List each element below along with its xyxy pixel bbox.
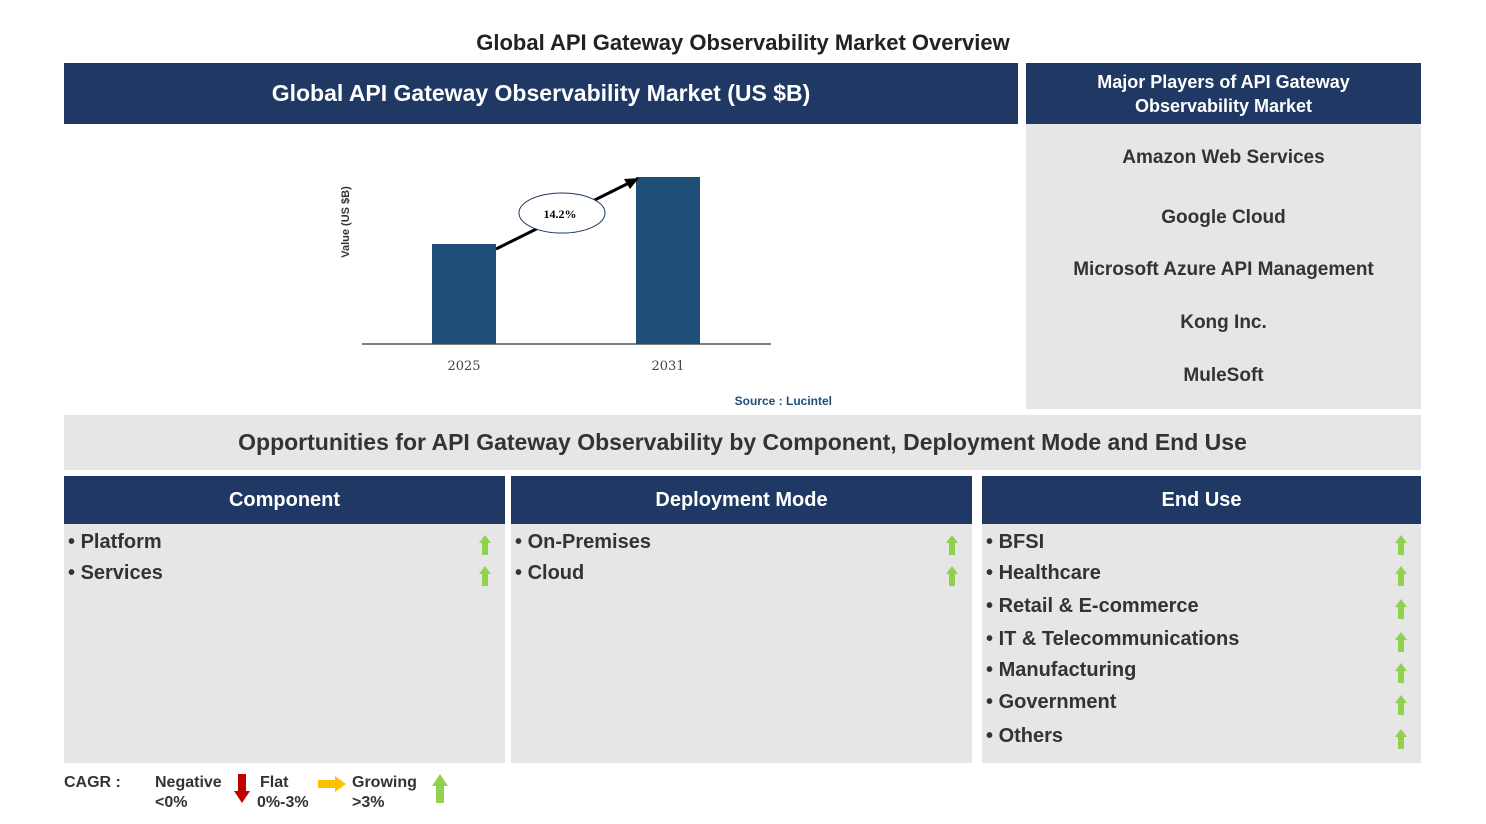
segment-item-label: Manufacturing bbox=[998, 659, 1137, 681]
x-tick-label: 2031 bbox=[651, 359, 684, 374]
page-title: Global API Gateway Observability Market … bbox=[476, 30, 1010, 55]
segment-item: • Healthcare bbox=[986, 562, 1101, 584]
source-label: Source : Lucintel bbox=[735, 394, 832, 408]
growing-arrow-icon bbox=[479, 566, 491, 586]
segment-list: • On-Premises • Cloud bbox=[511, 524, 972, 763]
segment-item: • Others bbox=[986, 725, 1064, 747]
player: Microsoft Azure API Management bbox=[1073, 259, 1374, 280]
legend-cagr-label: CAGR : bbox=[64, 774, 121, 791]
legend-flat-label: Flat bbox=[260, 774, 289, 791]
segment-item-label: Cloud bbox=[527, 562, 585, 584]
segment-header: Deployment Mode bbox=[511, 476, 972, 524]
segment-item-label: Services bbox=[80, 562, 163, 584]
segment-item: • BFSI bbox=[986, 531, 1045, 553]
legend-negative-label: Negative bbox=[155, 774, 222, 791]
player: Amazon Web Services bbox=[1122, 147, 1325, 168]
segment-item: • On-Premises bbox=[515, 531, 651, 553]
market-header: Global API Gateway Observability Market … bbox=[64, 63, 1018, 124]
x-tick-label: 2025 bbox=[447, 359, 480, 374]
growing-arrow-icon bbox=[946, 535, 958, 555]
legend-negative-range: <0% bbox=[155, 794, 188, 811]
segment-item-label: BFSI bbox=[998, 531, 1045, 553]
segment-item-label: Others bbox=[998, 725, 1064, 747]
legend-negative: Negative <0% bbox=[155, 773, 222, 813]
growing-arrow-icon bbox=[1395, 695, 1407, 715]
segment-header: Component bbox=[64, 476, 505, 524]
legend-growing-range: >3% bbox=[352, 794, 385, 811]
opportunities-title: Opportunities for API Gateway Observabil… bbox=[64, 415, 1421, 470]
growing-arrow-icon bbox=[946, 566, 958, 586]
growing-arrow-icon bbox=[1395, 599, 1407, 619]
segment-item: • Retail & E-commerce bbox=[986, 595, 1199, 617]
market-chart: Value (US $B) 2025 2031 14.2% Source : Lu… bbox=[340, 177, 832, 408]
segment-item-label: Government bbox=[998, 691, 1117, 713]
player: MuleSoft bbox=[1183, 365, 1264, 386]
segment-item: • Cloud bbox=[515, 562, 585, 584]
players-header: Major Players of API Gateway Observabili… bbox=[1026, 63, 1421, 124]
growth-arrowhead bbox=[624, 178, 639, 189]
segment-list: • BFSI • Healthcare • Retail & E-commerc… bbox=[982, 524, 1421, 763]
segment-item-label: Retail & E-commerce bbox=[998, 595, 1199, 617]
segment-item: • IT & Telecommunications bbox=[986, 628, 1240, 650]
segment-item-label: Healthcare bbox=[998, 562, 1101, 584]
legend-growing-label: Growing bbox=[352, 774, 417, 791]
up-arrow-icon bbox=[432, 774, 448, 803]
segment-item: • Services bbox=[68, 562, 163, 584]
growing-arrow-icon bbox=[1395, 566, 1407, 586]
segment-item-label: On-Premises bbox=[527, 531, 651, 553]
cagr-label: 14.2% bbox=[544, 207, 577, 221]
player: Kong Inc. bbox=[1180, 312, 1267, 333]
y-axis-label: Value (US $B) bbox=[340, 186, 352, 258]
segment-item-label: IT & Telecommunications bbox=[998, 628, 1240, 650]
bar-2025 bbox=[432, 244, 496, 344]
growing-arrow-icon bbox=[1395, 535, 1407, 555]
growing-arrow-icon bbox=[1395, 663, 1407, 683]
segment-list: • Platform • Services bbox=[64, 524, 505, 763]
segment-item: • Platform bbox=[68, 531, 162, 553]
down-arrow-icon bbox=[234, 774, 250, 803]
player: Google Cloud bbox=[1161, 207, 1286, 228]
legend-flat-range: 0%-3% bbox=[257, 794, 309, 811]
segment-item: • Manufacturing bbox=[986, 659, 1137, 681]
legend-flat: Flat 0%-3% bbox=[257, 773, 309, 813]
segment-header: End Use bbox=[982, 476, 1421, 524]
bar-2031 bbox=[636, 177, 700, 344]
legend-growing: Growing >3% bbox=[352, 773, 417, 813]
players-list: Amazon Web Services Google Cloud Microso… bbox=[1026, 124, 1421, 409]
growing-arrow-icon bbox=[1395, 729, 1407, 749]
segment-item-label: Platform bbox=[80, 531, 162, 553]
cagr-bubble bbox=[518, 192, 606, 234]
growing-arrow-icon bbox=[1395, 632, 1407, 652]
segment-item: • Government bbox=[986, 691, 1117, 713]
growing-arrow-icon bbox=[479, 535, 491, 555]
right-arrow-icon bbox=[318, 776, 346, 792]
